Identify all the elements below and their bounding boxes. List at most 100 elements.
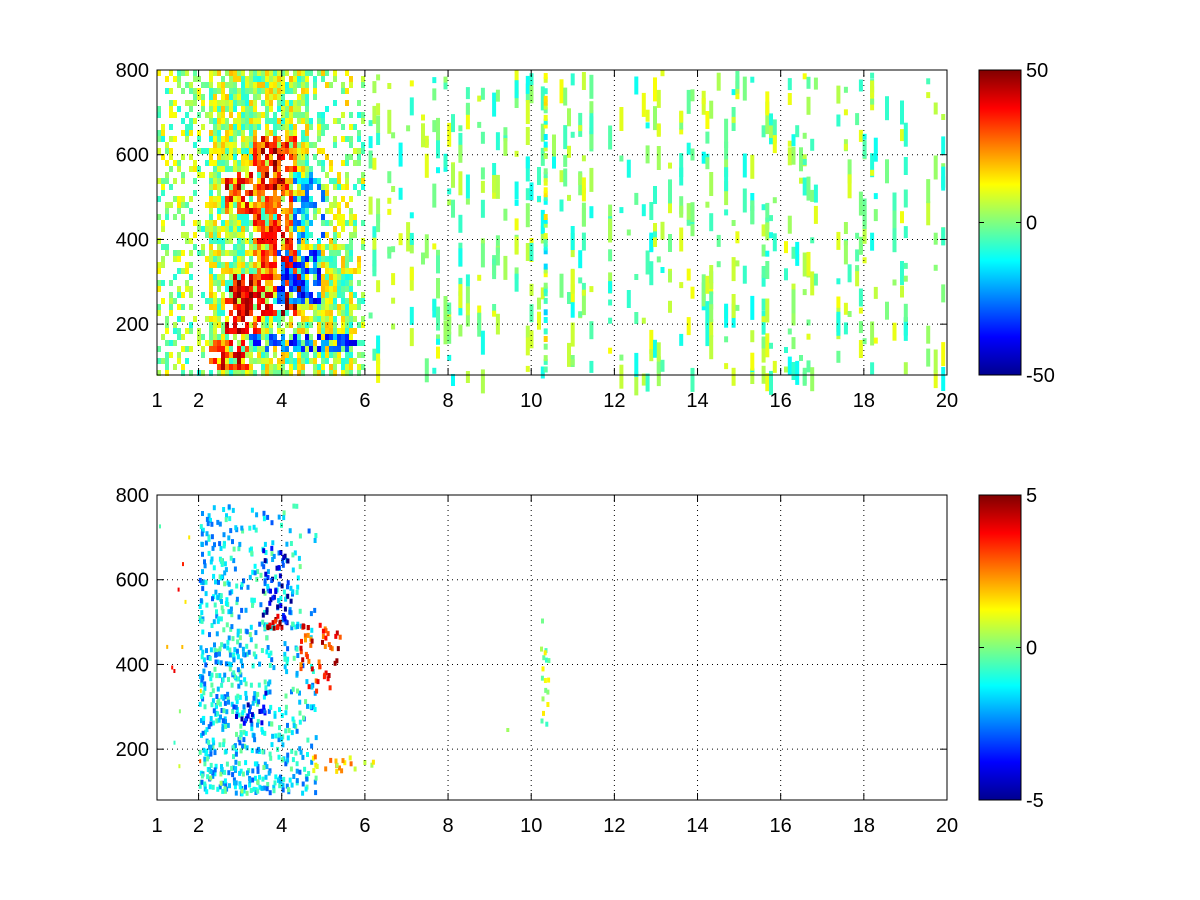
heatmap-cell — [214, 579, 217, 585]
heatmap-cell — [235, 583, 239, 589]
heatmap-cell — [281, 82, 285, 88]
heatmap-cell — [205, 232, 209, 238]
heatmap-cell — [301, 220, 305, 226]
heatmap-cell — [387, 208, 392, 215]
x-tick-label: 2 — [193, 390, 204, 412]
heatmap-cell — [543, 114, 548, 121]
heatmap-cell — [295, 503, 299, 509]
heatmap-cell — [277, 754, 281, 760]
heatmap-cell — [245, 250, 249, 256]
heatmap-cell — [261, 619, 265, 625]
heatmap-cell — [269, 76, 273, 82]
heatmap-cell — [305, 274, 309, 280]
heatmap-cell — [301, 142, 305, 148]
heatmap-cell — [552, 156, 556, 169]
heatmap-cell — [173, 112, 177, 118]
heatmap-cell — [337, 274, 341, 280]
heatmap-cell — [492, 310, 497, 317]
heatmap-cell — [312, 768, 316, 774]
heatmap-cell — [465, 303, 470, 316]
heatmap-cell — [273, 713, 277, 719]
heatmap-cell — [257, 208, 261, 214]
heatmap-cell — [495, 322, 500, 335]
heatmap-cell — [802, 367, 807, 386]
heatmap-cell — [761, 125, 766, 138]
heatmap-cell — [301, 76, 305, 82]
heatmap-cell — [941, 136, 946, 155]
heatmap-cell — [765, 250, 770, 257]
heatmap-cell — [173, 340, 177, 346]
heatmap-cell — [679, 167, 684, 186]
heatmap-cell — [229, 662, 233, 668]
heatmap-cell — [253, 691, 257, 697]
heatmap-cell — [219, 714, 222, 720]
heatmap-cell — [293, 226, 297, 232]
heatmap-cell — [253, 220, 257, 226]
heatmap-cell — [885, 159, 889, 184]
heatmap-cell — [225, 513, 228, 519]
heatmap-cell — [341, 244, 345, 250]
heatmap-cell — [230, 682, 234, 688]
heatmap-cell — [238, 642, 242, 648]
heatmap-cell — [492, 192, 497, 199]
heatmap-cell — [225, 364, 229, 370]
heatmap-cell — [333, 256, 337, 262]
heatmap-cell — [242, 578, 246, 584]
heatmap-cell — [181, 118, 185, 124]
heatmap-cell — [217, 106, 221, 112]
heatmap-cell — [229, 106, 233, 112]
heatmap-cell — [731, 116, 736, 123]
heatmap-cell — [313, 370, 317, 376]
heatmap-cell — [301, 244, 305, 250]
heatmap-cell — [297, 250, 301, 256]
heatmap-cell — [273, 262, 277, 268]
heatmap-cell — [217, 88, 221, 94]
heatmap-cell — [265, 786, 269, 792]
heatmap-cell — [903, 303, 908, 322]
heatmap-cell — [211, 698, 215, 704]
heatmap-cell — [686, 317, 691, 336]
heatmap-cell — [213, 88, 217, 94]
heatmap-cell — [317, 256, 321, 262]
heatmap-cell — [273, 82, 277, 88]
heatmap-cell — [581, 289, 586, 296]
heatmap-cell — [543, 172, 548, 179]
heatmap-cell — [325, 262, 329, 268]
heatmap-cell — [221, 244, 225, 250]
heatmap-cell — [182, 562, 184, 567]
heatmap-cell — [941, 227, 946, 246]
heatmap-cell — [277, 298, 281, 304]
heatmap-cell — [216, 786, 220, 792]
heatmap-cell — [297, 70, 301, 76]
heatmap-cell — [233, 88, 237, 94]
heatmap-cell — [317, 346, 321, 352]
heatmap-cell — [357, 136, 361, 142]
heatmap-cell — [317, 118, 321, 124]
heatmap-cell — [424, 135, 429, 148]
heatmap-cell — [277, 136, 281, 142]
heatmap-cell — [216, 519, 220, 525]
heatmap-cell — [249, 232, 253, 238]
heatmap-cell — [223, 716, 227, 722]
heatmap-cell — [290, 748, 294, 754]
heatmap-cell — [257, 82, 261, 88]
heatmap-cell — [645, 250, 650, 275]
heatmap-cell — [245, 124, 249, 130]
heatmap-cell — [253, 226, 257, 232]
heatmap-cell — [333, 178, 337, 184]
heatmap-cell — [329, 262, 333, 268]
heatmap-cell — [233, 226, 237, 232]
heatmap-cell — [705, 322, 710, 347]
heatmap-cell — [317, 268, 321, 274]
heatmap-cell — [784, 347, 788, 353]
heatmap-cell — [218, 701, 222, 707]
heatmap-cell — [221, 364, 225, 370]
heatmap-cell — [210, 623, 214, 628]
heatmap-cell — [349, 280, 353, 286]
heatmap-cell — [265, 649, 269, 655]
heatmap-cell — [313, 274, 317, 280]
heatmap-cell — [254, 654, 258, 660]
heatmap-cell — [221, 136, 225, 142]
heatmap-cell — [177, 202, 181, 208]
heatmap-cell — [424, 358, 429, 383]
